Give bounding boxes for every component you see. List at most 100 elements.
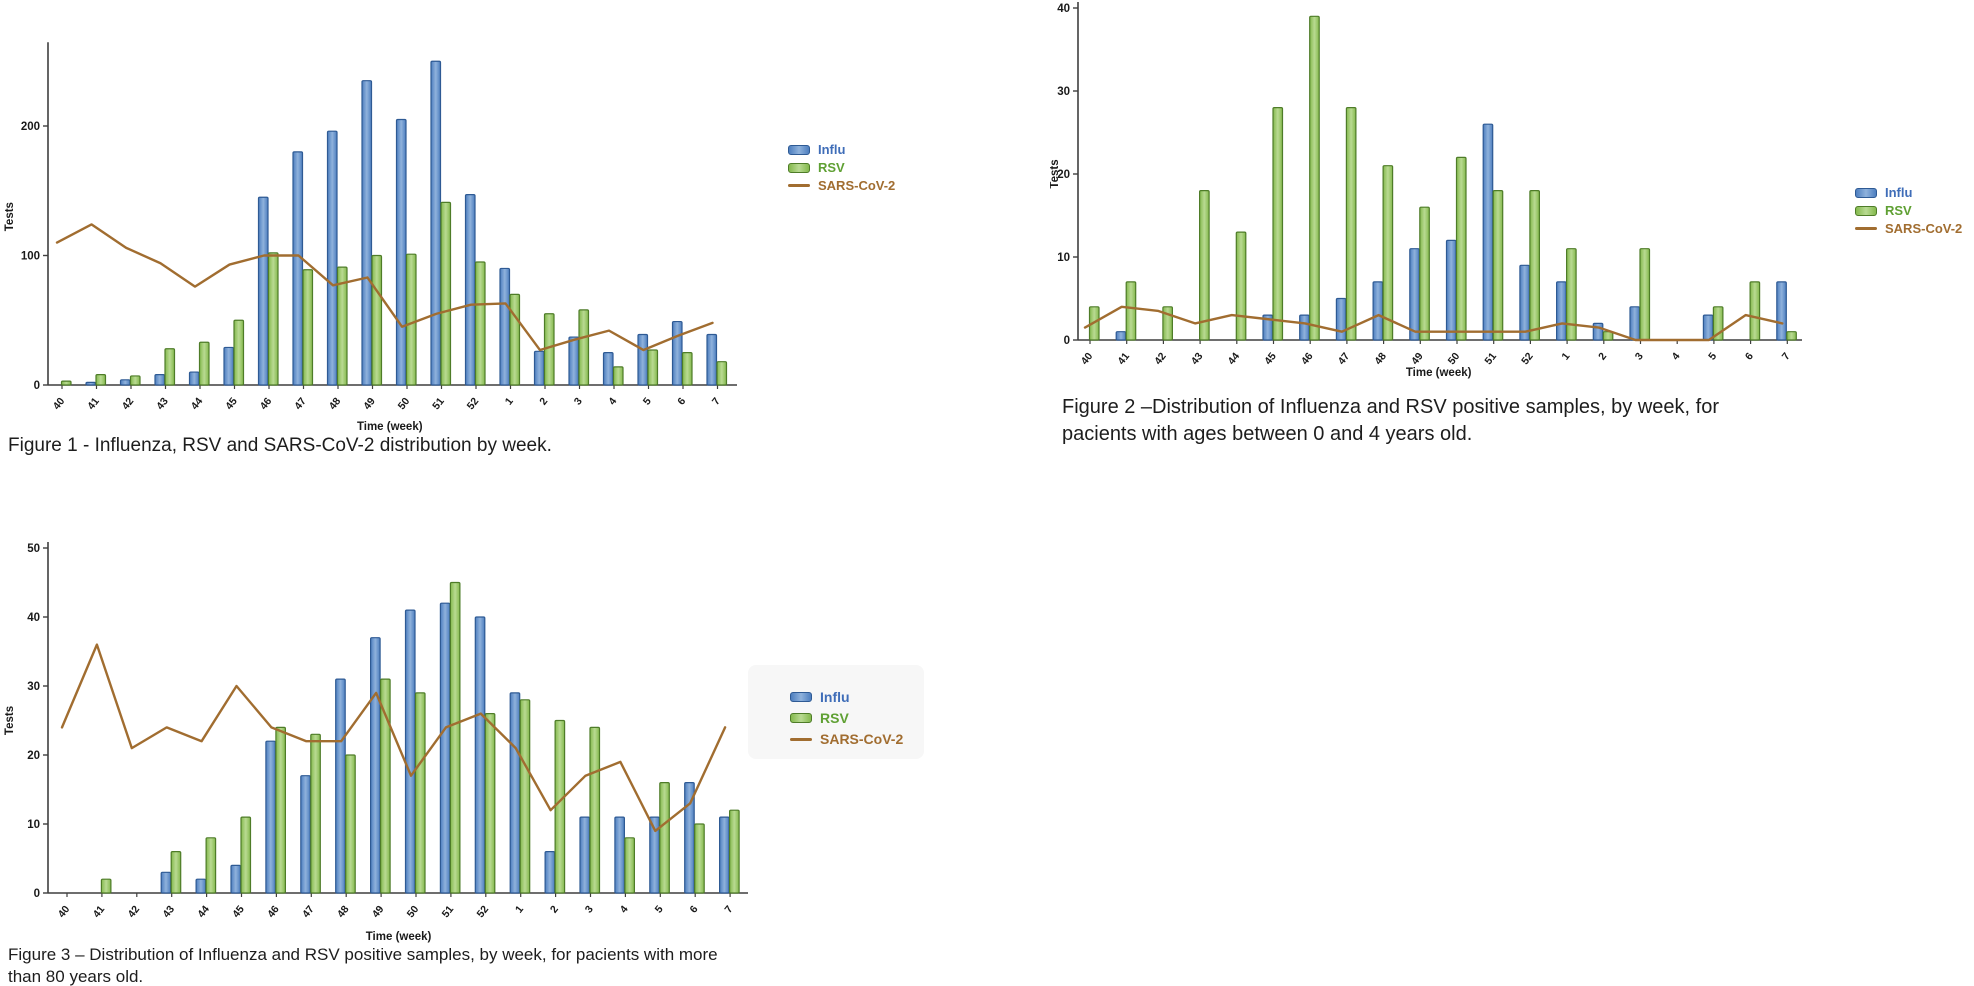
legend-label-sars: SARS-CoV-2 — [820, 731, 904, 747]
influ-swatch-icon — [790, 692, 812, 702]
rsv-bar — [589, 726, 601, 894]
influ-bar — [533, 350, 545, 386]
x-tick-label: 1 — [513, 903, 526, 915]
rsv-bars — [60, 201, 728, 386]
rsv-bar — [716, 361, 728, 386]
legend-label-sars: SARS-CoV-2 — [818, 178, 896, 193]
influ-bar — [430, 60, 442, 386]
x-tick-label: 48 — [335, 903, 352, 920]
x-tick-label: 50 — [1446, 350, 1463, 367]
x-tick-label: 45 — [223, 395, 240, 412]
rsv-bar — [1639, 248, 1651, 341]
rsv-bar — [275, 726, 286, 894]
rsv-bar — [1492, 190, 1504, 341]
rsv-bar — [205, 837, 217, 894]
rsv-bar — [554, 719, 566, 894]
rsv-bar — [484, 713, 496, 894]
sars-line-swatch-icon — [788, 184, 810, 187]
x-tick-label: 2 — [537, 395, 550, 407]
x-tick-label: 4 — [618, 903, 631, 915]
rsv-bar — [1749, 281, 1761, 341]
rsv-bar — [1125, 281, 1137, 341]
influ-bar — [602, 352, 614, 386]
y-tick-label: 100 — [21, 251, 40, 263]
x-tick-label: 1 — [1559, 350, 1572, 362]
rsv-bar — [198, 341, 210, 386]
rsv-bar — [1786, 331, 1797, 341]
x-tick-label: 5 — [641, 395, 654, 407]
figure-1-legend: Influ RSV SARS-CoV-2 — [788, 142, 895, 196]
rsv-bar — [371, 254, 383, 386]
y-tick-label: 200 — [21, 121, 40, 133]
sars-line-swatch-icon — [790, 737, 812, 741]
y-axis-title: Tests — [1050, 159, 1061, 188]
y-tick-label: 20 — [27, 750, 40, 762]
x-tick-label: 44 — [1226, 350, 1243, 367]
influ-bar — [1776, 281, 1787, 341]
y-tick-label: 0 — [34, 380, 40, 392]
rsv-bar — [1529, 190, 1540, 341]
influ-bar — [195, 878, 207, 894]
influ-bar — [439, 602, 451, 894]
figure-3-caption: Figure 3 – Distribution of Influenza and… — [8, 944, 788, 986]
rsv-bar — [302, 269, 314, 386]
influ-bars — [1115, 123, 1787, 341]
rsv-bar — [624, 837, 636, 894]
rsv-bar — [1309, 15, 1320, 341]
x-tick-label: 2 — [548, 903, 561, 915]
rsv-bar — [170, 851, 182, 894]
x-tick-label: 52 — [465, 395, 482, 412]
rsv-bar — [405, 253, 417, 386]
influ-bar — [265, 740, 276, 894]
x-tick-label: 45 — [1262, 350, 1279, 367]
rsv-bar — [164, 348, 176, 386]
legend-entry-rsv: RSV — [788, 160, 895, 175]
x-tick-label: 45 — [230, 903, 247, 920]
rsv-bar — [1272, 106, 1284, 341]
x-tick-label: 5 — [653, 903, 666, 915]
influ-bar — [1629, 306, 1641, 341]
influ-bar — [1299, 314, 1310, 341]
rsv-bar — [474, 261, 486, 386]
sars-cov-2-line — [60, 643, 727, 833]
legend-entry-rsv: RSV — [790, 710, 924, 726]
legend-label-influ: Influ — [1885, 185, 1913, 200]
x-tick-label: 46 — [265, 903, 282, 920]
influ-bar — [509, 692, 521, 894]
x-tick-label: 3 — [572, 395, 585, 407]
figure-3-legend: Influ RSV SARS-CoV-2 — [748, 665, 924, 759]
influ-bar — [1445, 239, 1457, 341]
figure-1-caption: Figure 1 - Influenza, RSV and SARS-CoV-2… — [8, 434, 668, 459]
y-tick-label: 10 — [1057, 252, 1070, 264]
influ-bar — [300, 775, 311, 894]
figure-2-legend: Influ RSV SARS-CoV-2 — [1855, 185, 1962, 239]
x-tick-label: 4 — [1670, 350, 1683, 362]
influ-bar — [188, 371, 200, 386]
x-tick-label: 49 — [1409, 350, 1426, 367]
x-tick-label: 52 — [475, 903, 492, 920]
figure-3-caption-line2: than 80 years old. — [8, 967, 144, 986]
influ-bar — [395, 118, 407, 386]
influ-bar — [230, 864, 242, 894]
rsv-bars — [1088, 15, 1797, 341]
influ-bar — [579, 816, 591, 894]
y-tick-label: 0 — [34, 888, 40, 900]
influ-bar — [335, 678, 346, 894]
x-tick-label: 40 — [1079, 350, 1096, 367]
figure-3-caption-line1: Figure 3 – Distribution of Influenza and… — [8, 945, 718, 964]
y-tick-label: 50 — [27, 543, 40, 555]
legend-entry-influ: Influ — [788, 142, 895, 157]
x-tick-label: 49 — [370, 903, 387, 920]
influ-bar — [326, 130, 338, 386]
influ-bar — [370, 637, 381, 894]
influ-bar — [85, 381, 97, 386]
legend-entry-sars: SARS-CoV-2 — [788, 178, 895, 193]
rsv-bar — [129, 375, 141, 386]
y-tick-label: 30 — [1057, 86, 1070, 98]
influ-bar — [1519, 264, 1530, 341]
x-tick-label: 51 — [430, 395, 447, 412]
influ-bar — [1335, 297, 1347, 341]
